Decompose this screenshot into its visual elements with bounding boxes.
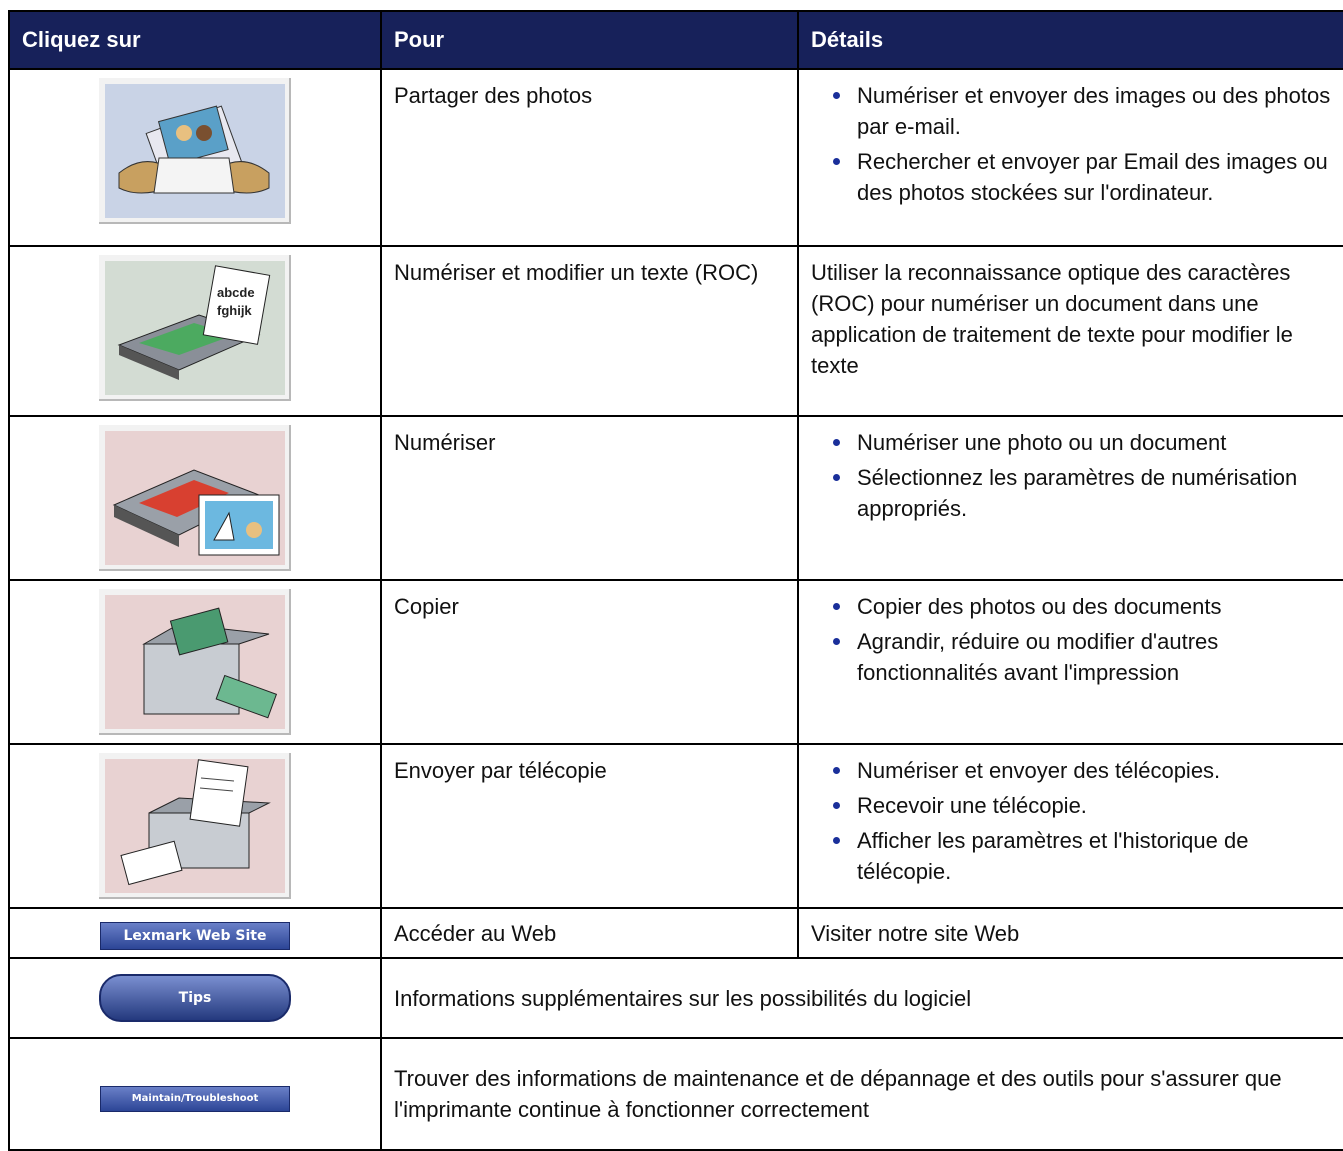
- svg-text:fghijk: fghijk: [217, 303, 252, 318]
- page: Cliquez sur Pour Détails Partager des ph…: [8, 10, 1343, 1151]
- bullet-item: Rechercher et envoyer par Email des imag…: [833, 146, 1341, 208]
- icon-cell: Maintain/Troubleshoot: [8, 1037, 382, 1151]
- icon-cell: abcde fghijk: [8, 245, 382, 417]
- table-row: abcde fghijk Numériser et modifier un text…: [8, 245, 1343, 417]
- table-row: Maintain/Troubleshoot Trouver des informa…: [8, 1037, 1343, 1151]
- bullet-item: Afficher les paramètres et l'historique …: [833, 825, 1341, 887]
- action-cell: Accéder au Web: [380, 907, 799, 959]
- header-cell: Détails: [797, 10, 1343, 70]
- table-body: Partager des photos Numériser et envoyer …: [8, 68, 1343, 1151]
- description-cell: Informations supplémentaires sur les pos…: [380, 957, 1343, 1039]
- action-cell: Copier: [380, 579, 799, 745]
- table-row: Tips Informations supplémentaires sur les…: [8, 957, 1343, 1039]
- details-cell: Visiter notre site Web: [797, 907, 1343, 959]
- bullet-item: Sélectionnez les paramètres de numérisat…: [833, 462, 1341, 524]
- bullet-item: Recevoir une télécopie.: [833, 790, 1341, 821]
- feature-icon[interactable]: abcde fghijk: [99, 255, 291, 401]
- action-cell: Envoyer par télécopie: [380, 743, 799, 909]
- table-row: Envoyer par télécopie Numériser et envoye…: [8, 743, 1343, 909]
- bullet-list: Numériser et envoyer des télécopies. Rece…: [811, 755, 1341, 887]
- details-cell: Numériser et envoyer des télécopies. Rece…: [797, 743, 1343, 909]
- icon-cell: Tips: [8, 957, 382, 1039]
- details-cell: Numériser une photo ou un document Sélect…: [797, 415, 1343, 581]
- bullet-list: Numériser et envoyer des images ou des p…: [811, 80, 1341, 208]
- table-row: Lexmark Web Site Accéder au Web Visiter no…: [8, 907, 1343, 959]
- action-cell: Numériser et modifier un texte (ROC): [380, 245, 799, 417]
- bullet-list: Copier des photos ou des documents Agrand…: [811, 591, 1341, 688]
- bullet-item: Agrandir, réduire ou modifier d'autres f…: [833, 626, 1341, 688]
- action-cell: Numériser: [380, 415, 799, 581]
- bullet-item: Numériser et envoyer des images ou des p…: [833, 80, 1341, 142]
- header-row: Cliquez sur Pour Détails: [8, 10, 1343, 70]
- details-cell: Numériser et envoyer des images ou des p…: [797, 68, 1343, 247]
- header-cell: Cliquez sur: [8, 10, 382, 70]
- bullet-item: Numériser une photo ou un document: [833, 427, 1341, 458]
- action-cell: Partager des photos: [380, 68, 799, 247]
- icon-cell: [8, 415, 382, 581]
- icon-button[interactable]: Maintain/Troubleshoot: [100, 1086, 290, 1112]
- feature-table: Cliquez sur Pour Détails Partager des ph…: [8, 10, 1343, 1151]
- table-row: Partager des photos Numériser et envoyer …: [8, 68, 1343, 247]
- icon-cell: [8, 579, 382, 745]
- feature-icon[interactable]: [99, 425, 291, 571]
- icon-button[interactable]: Lexmark Web Site: [100, 921, 290, 950]
- bullet-item: Numériser et envoyer des télécopies.: [833, 755, 1341, 786]
- feature-icon[interactable]: [99, 589, 291, 735]
- icon-cell: [8, 68, 382, 247]
- icon-button[interactable]: Tips: [99, 974, 291, 1022]
- details-cell: Utiliser la reconnaissance optique des c…: [797, 245, 1343, 417]
- icon-cell: [8, 743, 382, 909]
- bullet-list: Numériser une photo ou un document Sélect…: [811, 427, 1341, 524]
- description-cell: Trouver des informations de maintenance …: [380, 1037, 1343, 1151]
- details-cell: Copier des photos ou des documents Agrand…: [797, 579, 1343, 745]
- svg-text:abcde: abcde: [217, 285, 255, 300]
- header-cell: Pour: [380, 10, 799, 70]
- table-row: Copier Copier des photos ou des documents…: [8, 579, 1343, 745]
- feature-icon[interactable]: [99, 753, 291, 899]
- table-row: Numériser Numériser une photo ou un docum…: [8, 415, 1343, 581]
- bullet-item: Copier des photos ou des documents: [833, 591, 1341, 622]
- feature-icon[interactable]: [99, 78, 291, 224]
- icon-cell: Lexmark Web Site: [8, 907, 382, 959]
